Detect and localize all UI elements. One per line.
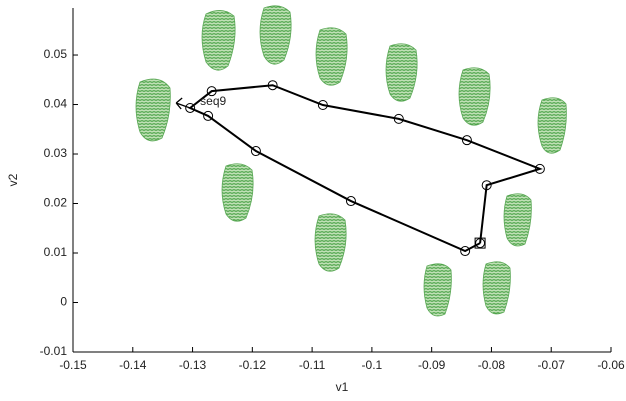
page: {"chart_data": {"type": "line", "x_label… [0, 0, 626, 401]
y-axis-label: v2 [6, 173, 20, 186]
x-tick-label: -0.13 [179, 358, 207, 372]
y-tick-label: 0.03 [44, 146, 68, 160]
series-label: seq9 [200, 94, 226, 108]
x-tick-label: -0.06 [597, 358, 625, 372]
y-tick-label: 0.02 [44, 196, 68, 210]
chart: v1 v2 -0.15 -0.14 -0.13 -0.12 -0.11 -0.1 -0.09… [0, 0, 626, 401]
x-tick-label: -0.09 [418, 358, 446, 372]
x-tick-label: -0.12 [239, 358, 267, 372]
x-tick-label: -0.11 [299, 358, 326, 372]
shape-thumbnails [136, 6, 566, 316]
y-tick-label: 0.01 [44, 245, 68, 259]
x-tick-label: -0.14 [119, 358, 147, 372]
x-tick-label: -0.08 [478, 358, 506, 372]
y-tick-label: 0 [60, 295, 67, 309]
x-tick-label: -0.1 [362, 358, 383, 372]
y-tick-label: -0.01 [40, 344, 68, 358]
y-tick-label: 0.04 [44, 97, 68, 111]
y-tick-label: 0.05 [44, 47, 68, 61]
x-tick-label: -0.07 [538, 358, 566, 372]
x-axis-label: v1 [336, 380, 349, 394]
x-tick-label: -0.15 [59, 358, 87, 372]
